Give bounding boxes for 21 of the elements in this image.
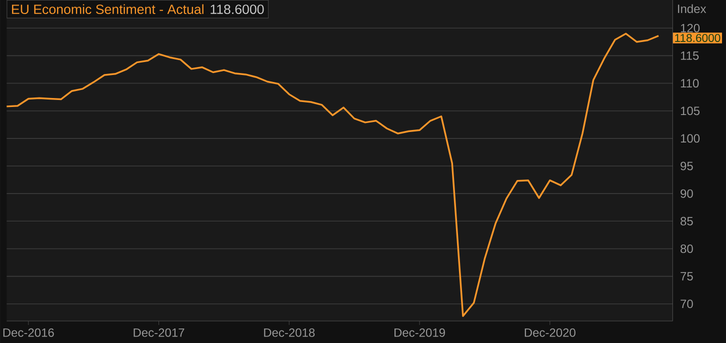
y-axis-title: Index xyxy=(678,4,706,14)
y-tick-label: 120 xyxy=(680,24,700,32)
x-tick-label: Dec-2020 xyxy=(524,328,576,337)
y-tick-label: 105 xyxy=(680,106,700,116)
x-tick-label: Dec-2016 xyxy=(3,328,54,337)
y-tick-label: 115 xyxy=(680,52,699,60)
y-tick-label: 95 xyxy=(680,162,693,170)
x-tick-label: Dec-2018 xyxy=(264,328,315,337)
chart-title: EU Economic Sentiment - Actual xyxy=(12,4,204,14)
y-tick-label: 70 xyxy=(680,300,693,308)
y-tick-label: 85 xyxy=(680,216,693,226)
y-tick-label: 80 xyxy=(680,244,693,253)
line-series xyxy=(6,32,660,317)
x-tick-label: Dec-2019 xyxy=(394,328,445,337)
y-tick-label: 110 xyxy=(680,79,699,88)
y-tick-label: 90 xyxy=(680,189,693,198)
chart-subtitle: 118.6000 xyxy=(210,4,264,14)
y-tick-label: 100 xyxy=(680,134,700,143)
y-tick-label: 75 xyxy=(680,272,693,281)
annotation: 118.6000 xyxy=(675,34,720,42)
x-tick-label: Dec-2017 xyxy=(134,328,184,337)
